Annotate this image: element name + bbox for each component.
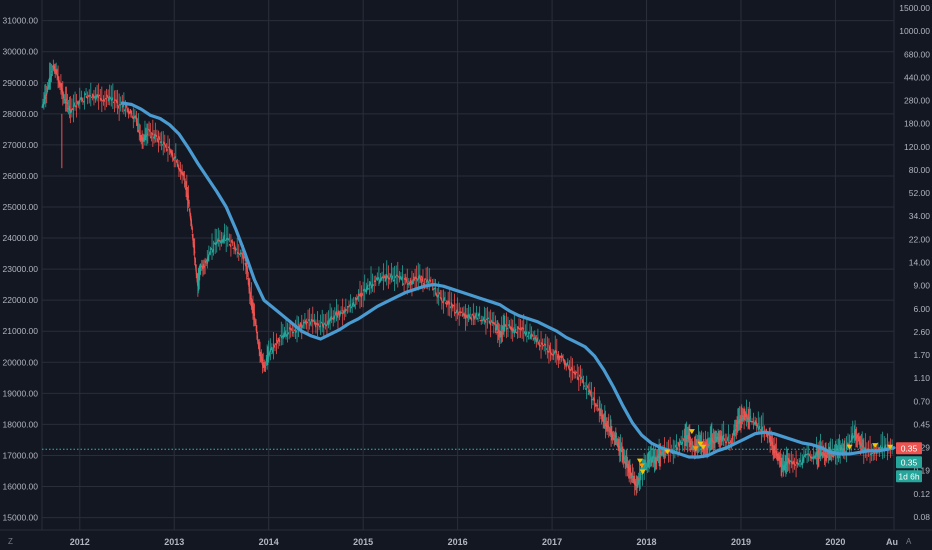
signal-marker bbox=[692, 446, 699, 452]
left-tick-label: 27000.00 bbox=[3, 140, 39, 150]
left-tick-label: 23000.00 bbox=[3, 264, 39, 274]
left-tick-label: 25000.00 bbox=[3, 202, 39, 212]
left-tick-label: 28000.00 bbox=[3, 109, 39, 119]
left-tick-label: 17000.00 bbox=[3, 450, 39, 460]
left-tick-label: 21000.00 bbox=[3, 326, 39, 336]
right-tick-label: 680.00 bbox=[904, 49, 930, 59]
right-tick-label: 1000.00 bbox=[899, 26, 930, 36]
right-tick-label: 9.00 bbox=[913, 281, 930, 291]
time-tick-label: 2019 bbox=[731, 537, 751, 547]
right-tick-label: 1500.00 bbox=[899, 3, 930, 13]
right-tick-label: 34.00 bbox=[909, 211, 931, 221]
signal-marker bbox=[664, 449, 671, 455]
time-tick-label: Au bbox=[886, 537, 898, 547]
right-tick-label: 14.00 bbox=[909, 258, 931, 268]
left-tick-label: 18000.00 bbox=[3, 419, 39, 429]
left-axis: 31000.00 30000.00 29000.00 28000.00 27000.00… bbox=[3, 16, 39, 523]
signal-marker bbox=[887, 444, 894, 450]
price-tag-bg bbox=[896, 442, 922, 455]
left-tick-label: 29000.00 bbox=[3, 78, 39, 88]
signal-marker bbox=[639, 469, 646, 475]
time-tick-label: 2017 bbox=[542, 537, 562, 547]
time-tick-label: 2012 bbox=[70, 537, 90, 547]
left-tick-label: 19000.00 bbox=[3, 388, 39, 398]
right-tick-label: 0.12 bbox=[913, 489, 930, 499]
right-tick-label: 52.00 bbox=[909, 188, 931, 198]
price-tag-label: 0.35 bbox=[901, 457, 918, 467]
price-tag-label: 0.35 bbox=[901, 443, 918, 453]
right-tick-label: 22.00 bbox=[909, 234, 931, 244]
signal-marker bbox=[636, 458, 643, 464]
left-tick-label: 22000.00 bbox=[3, 295, 39, 305]
signal-marker bbox=[638, 463, 645, 469]
left-tick-label: 31000.00 bbox=[3, 16, 39, 26]
right-tick-label: 6.00 bbox=[913, 304, 930, 314]
right-tick-label: 1.10 bbox=[913, 373, 930, 383]
time-tick-label: 2013 bbox=[164, 537, 184, 547]
moving-average bbox=[120, 101, 896, 459]
right-tick-label: 180.00 bbox=[904, 119, 930, 129]
signal-marker bbox=[700, 444, 707, 450]
right-tick-label: 2.60 bbox=[913, 327, 930, 337]
signal-marker bbox=[872, 443, 879, 449]
left-tick-label: 15000.00 bbox=[3, 513, 39, 523]
right-axis: 1500.00 1000.00 680.00 440.00 280.00 180.00 12… bbox=[899, 3, 930, 522]
signal-marker bbox=[846, 444, 853, 450]
signal-marker bbox=[688, 429, 695, 435]
time-axis: 2012 2013 2014 2015 2016 2017 2018 2019 2020 Au bbox=[70, 537, 898, 547]
time-tick-label: 2016 bbox=[448, 537, 468, 547]
moving-average-line bbox=[120, 101, 896, 459]
right-tick-label: 1.70 bbox=[913, 350, 930, 360]
left-tick-label: 20000.00 bbox=[3, 357, 39, 367]
price-tag-label: 1d 6h bbox=[898, 471, 920, 481]
right-tick-label: 0.70 bbox=[913, 396, 930, 406]
right-tick-label: 80.00 bbox=[909, 165, 931, 175]
right-tick-label: 0.19 bbox=[913, 466, 930, 476]
grid-lines bbox=[0, 0, 932, 531]
right-tick-label: 440.00 bbox=[904, 72, 930, 82]
time-tick-label: 2018 bbox=[637, 537, 657, 547]
price-tag-bg bbox=[896, 470, 922, 483]
corner-left-label[interactable]: Z bbox=[8, 537, 13, 546]
time-tick-label: 2014 bbox=[259, 537, 279, 547]
price-tags: 0.35 0.35 1d 6h bbox=[896, 442, 922, 483]
signal-marker bbox=[697, 441, 704, 447]
right-tick-label: 280.00 bbox=[904, 96, 930, 106]
right-tick-label: 0.45 bbox=[913, 419, 930, 429]
time-tick-label: 2015 bbox=[353, 537, 373, 547]
signal-markers bbox=[636, 429, 894, 475]
right-tick-label: 0.08 bbox=[913, 512, 930, 522]
left-tick-label: 24000.00 bbox=[3, 233, 39, 243]
left-tick-label: 26000.00 bbox=[3, 171, 39, 181]
right-tick-label: 120.00 bbox=[904, 142, 930, 152]
time-tick-label: 2020 bbox=[825, 537, 845, 547]
left-tick-label: 30000.00 bbox=[3, 47, 39, 57]
price-tag-bg bbox=[896, 456, 922, 469]
left-tick-label: 16000.00 bbox=[3, 482, 39, 492]
corner-right-label[interactable]: A bbox=[906, 537, 912, 546]
